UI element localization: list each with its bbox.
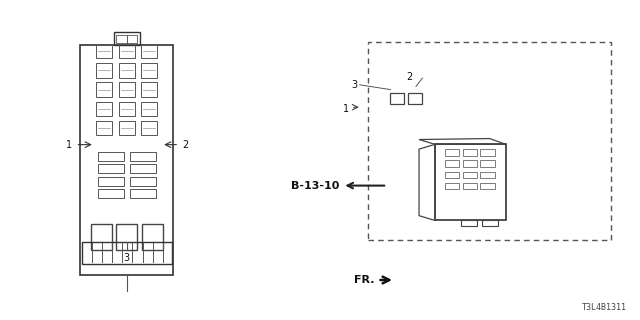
Text: FR.: FR. bbox=[354, 275, 374, 285]
Text: 2: 2 bbox=[406, 72, 413, 82]
Text: 1: 1 bbox=[66, 140, 72, 150]
Text: B-13-10: B-13-10 bbox=[291, 180, 339, 191]
Text: 3: 3 bbox=[351, 80, 357, 90]
Text: 1: 1 bbox=[342, 104, 349, 114]
Text: 2: 2 bbox=[182, 140, 188, 150]
Text: 3: 3 bbox=[124, 253, 130, 263]
Text: T3L4B1311: T3L4B1311 bbox=[582, 303, 627, 312]
